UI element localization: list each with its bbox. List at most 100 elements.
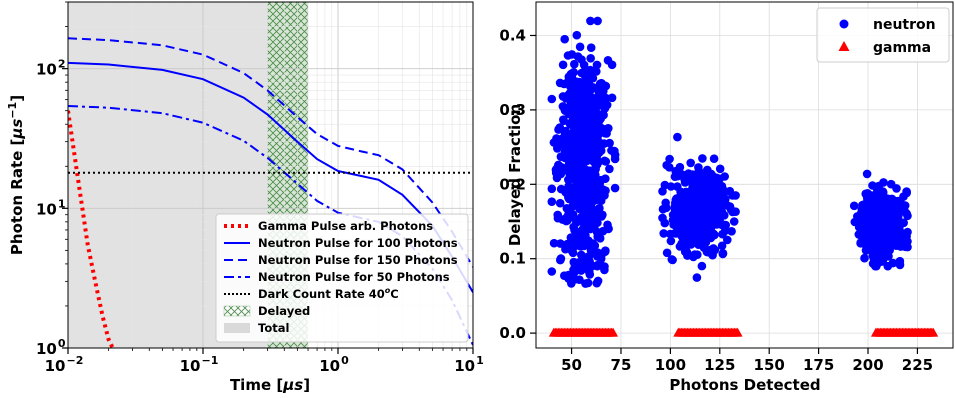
neutron-point (878, 235, 887, 244)
neutron-point (564, 175, 573, 184)
x-tick-label: 100 (319, 354, 349, 375)
neutron-point (583, 219, 592, 228)
neutron-point (871, 222, 880, 232)
right-axes-frame (535, 1, 954, 349)
legend-label: Gamma Pulse arb. Photons (258, 219, 433, 233)
neutron-point (879, 244, 889, 253)
neutron-point (886, 226, 896, 235)
neutron-point (595, 234, 605, 243)
neutron-point (662, 248, 672, 258)
neutron-point (567, 50, 577, 59)
legend-box (816, 7, 950, 63)
neutron-point (547, 197, 557, 206)
neutron-point (850, 217, 860, 227)
neutron-point (666, 182, 676, 191)
neutron-point (586, 54, 595, 63)
neutron-point (902, 209, 911, 218)
neutron-point (862, 242, 871, 251)
legend-label: Total (258, 321, 289, 335)
neutron-point (558, 60, 568, 70)
neutron-point (549, 238, 559, 248)
neutron-point (694, 163, 703, 172)
neutron-point (556, 239, 565, 248)
neutron-point (570, 59, 579, 69)
neutron-point (675, 242, 685, 251)
neutron-point (558, 102, 568, 111)
neutron-point (591, 94, 601, 103)
neutron-point (603, 56, 613, 65)
y-tick-label: 0.0 (499, 324, 526, 342)
y-tick-label: 102 (36, 58, 66, 79)
neutron-point (603, 220, 612, 230)
neutron-point (564, 109, 573, 119)
neutron-point (723, 235, 732, 245)
neutron-point (849, 201, 859, 211)
neutron-point (591, 142, 601, 151)
neutron-point (703, 165, 712, 175)
neutron-point (589, 151, 598, 160)
neutron-point (598, 226, 608, 236)
right-chart: 50 75 100 125 150 175 200 225 0.0 0.1 0.2 0.3 0.4 Ph… (499, 1, 954, 394)
neutron-point (579, 226, 588, 236)
neutron-point (553, 213, 563, 223)
neutron-point (554, 140, 564, 149)
neutron-point (665, 229, 675, 239)
neutron-point (564, 77, 573, 86)
neutron-point (581, 211, 591, 221)
neutron-point (569, 68, 578, 77)
neutron-point (601, 157, 611, 166)
neutron-point (583, 142, 592, 152)
neutron-point (594, 127, 603, 137)
neutron-point (676, 221, 685, 231)
neutron-point (700, 189, 710, 198)
neutron-point (564, 274, 573, 283)
neutron-point (547, 184, 557, 194)
neutron-point (718, 249, 728, 259)
neutron-point (560, 34, 569, 44)
neutron-point (560, 134, 570, 143)
neutron-point (558, 92, 568, 101)
neutron-point (715, 164, 725, 174)
neutron-point (860, 253, 869, 263)
neutron-point (556, 255, 565, 265)
neutron-point (886, 179, 896, 189)
legend-label: gamma (873, 40, 931, 56)
neutron-point (551, 165, 561, 175)
neutron-point (586, 245, 596, 255)
neutron-point (862, 169, 872, 179)
neutron-point (670, 172, 680, 181)
x-tick-label: 101 (454, 354, 484, 375)
right-ylabel: Delayed Fraction (506, 104, 524, 246)
neutron-point (604, 124, 613, 133)
neutron-point (586, 43, 596, 52)
neutron-point (696, 198, 706, 208)
neutron-point (570, 195, 580, 204)
neutron-point (672, 200, 681, 210)
neutron-point (593, 16, 602, 26)
series-line-0 (68, 110, 115, 348)
neutron-point (859, 219, 869, 229)
neutron-point (868, 195, 877, 204)
neutron-point (582, 68, 591, 77)
neutron-point (570, 260, 580, 270)
neutron-point (565, 89, 574, 98)
neutron-point (666, 236, 676, 246)
neutron-point (731, 207, 740, 216)
neutron-point (610, 183, 620, 193)
neutron-point (576, 241, 585, 251)
neutron-point (574, 122, 584, 131)
series-line-2 (68, 37, 473, 268)
neutron-point (572, 30, 582, 40)
neutron-point (569, 165, 578, 175)
neutron-point (658, 204, 668, 214)
neutron-point (579, 106, 589, 116)
neutron-point (712, 173, 721, 183)
neutron-point (559, 116, 569, 126)
neutron-point (709, 154, 719, 163)
neutron-point (673, 182, 682, 191)
left-legend: Gamma Pulse arb. Photons Neutron Pulse fo… (215, 213, 469, 343)
neutron-point (893, 206, 903, 216)
neutron-point (720, 172, 729, 181)
neutron-point (601, 81, 611, 91)
